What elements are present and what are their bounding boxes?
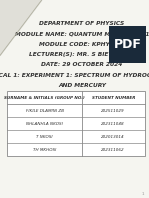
Polygon shape (0, 0, 42, 55)
Text: MODULE CODE: KPHY 211: MODULE CODE: KPHY 211 (39, 42, 125, 47)
Text: LECTURER(S): MR. S BIETLHUNG: LECTURER(S): MR. S BIETLHUNG (29, 52, 135, 57)
Text: FIKILE DLAMINI ZB: FIKILE DLAMINI ZB (26, 109, 64, 113)
Text: 202311062: 202311062 (101, 148, 125, 152)
Text: 202311048: 202311048 (101, 122, 125, 126)
Text: AND MERCURY: AND MERCURY (58, 83, 106, 88)
Text: SURNAME & INITIALS (GROUP NO.): SURNAME & INITIALS (GROUP NO.) (4, 96, 85, 100)
Text: DEPARTMENT OF PHYSICS: DEPARTMENT OF PHYSICS (39, 21, 125, 26)
FancyBboxPatch shape (109, 26, 146, 63)
Text: MODULE NAME: QUANTUM MECHANICS 1: MODULE NAME: QUANTUM MECHANICS 1 (15, 31, 149, 37)
Text: PRACTICAL 1: EXPERIMENT 1: SPECTRUM OF HYDROGEN HELIUM: PRACTICAL 1: EXPERIMENT 1: SPECTRUM OF H… (0, 73, 149, 78)
Text: PDF: PDF (113, 38, 141, 51)
Polygon shape (0, 0, 42, 55)
Text: 202511029: 202511029 (101, 109, 125, 113)
Text: STUDENT NUMBER: STUDENT NUMBER (91, 96, 135, 100)
Text: T NKOSI: T NKOSI (36, 135, 53, 139)
Text: 202013014: 202013014 (101, 135, 125, 139)
Bar (7, 91, 145, 156)
Text: NHLANHLA NKOSI: NHLANHLA NKOSI (26, 122, 63, 126)
Text: DATE: 29 OCTOBER 2024: DATE: 29 OCTOBER 2024 (41, 62, 123, 68)
Text: 1: 1 (142, 192, 145, 196)
Text: TH MKHOSI: TH MKHOSI (33, 148, 56, 152)
